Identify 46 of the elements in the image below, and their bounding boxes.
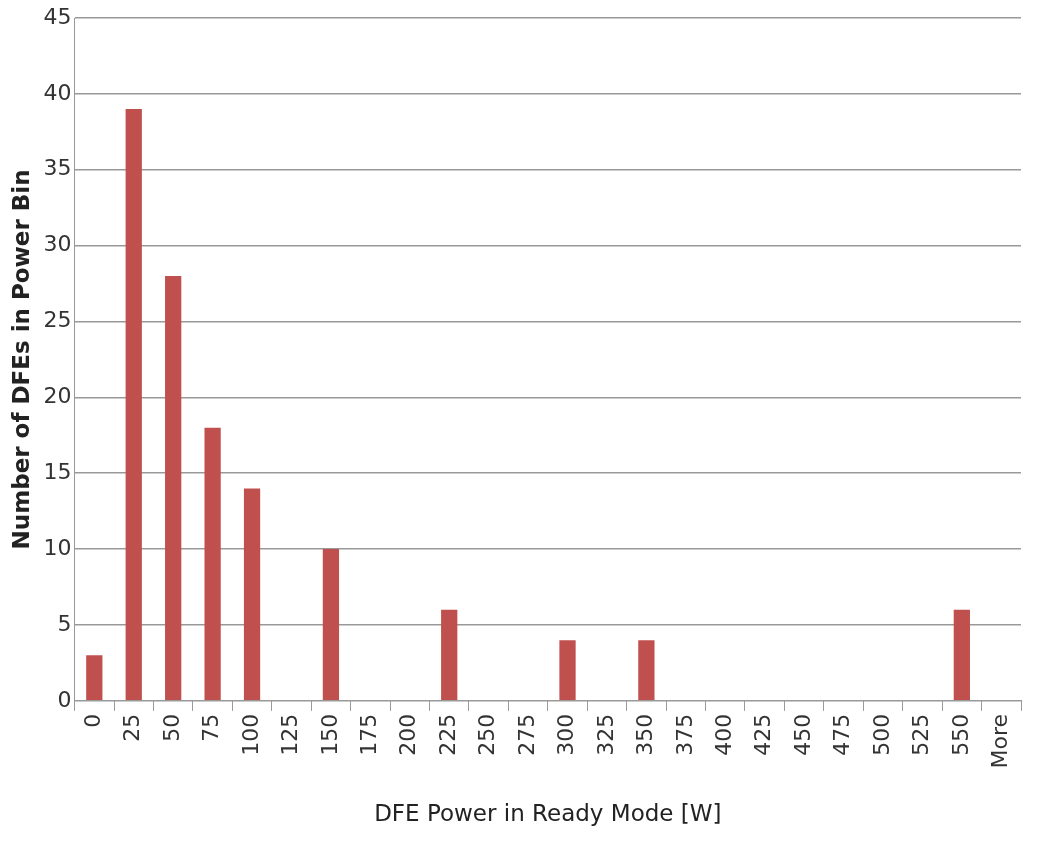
x-tick-label: 275 (513, 713, 539, 756)
x-tick-label: 175 (356, 713, 382, 756)
x-tick-label: 475 (829, 713, 855, 756)
x-tick-label: 125 (277, 713, 303, 756)
y-tick-label: 0 (57, 686, 72, 712)
bar (204, 427, 221, 701)
x-tick-label: 525 (908, 713, 934, 756)
bar (953, 609, 970, 701)
x-tick-label: 425 (750, 713, 776, 756)
bar (559, 640, 576, 701)
x-tick-label: 250 (474, 713, 500, 756)
x-tick-label: 325 (592, 713, 618, 756)
bar (322, 549, 340, 701)
x-tick-label: 500 (868, 713, 894, 756)
y-tick-label: 40 (43, 79, 72, 105)
y-tick-label: 45 (43, 3, 72, 29)
x-tick-label: 150 (316, 713, 342, 756)
y-tick-label: 30 (43, 231, 72, 257)
x-tick-label: 225 (434, 713, 460, 756)
x-tick-label: 25 (119, 713, 145, 742)
y-axis-title: Number of DFEs in Power Bin (7, 169, 34, 550)
x-tick-label: More (987, 713, 1012, 769)
y-tick-label: 20 (43, 383, 72, 409)
x-tick-label: 0 (80, 713, 106, 728)
x-tick-label: 350 (632, 713, 658, 756)
x-tick-label: 400 (710, 713, 736, 756)
bar (441, 609, 458, 701)
bar (243, 488, 261, 701)
x-tick-label: 450 (789, 713, 815, 756)
bar (86, 655, 103, 701)
x-tick-label: 100 (237, 713, 263, 756)
x-tick-label: 75 (198, 713, 224, 742)
y-tick-label: 15 (43, 458, 72, 484)
y-tick-label: 5 (57, 610, 72, 636)
x-axis-title: DFE Power in Ready Mode [W] (374, 800, 722, 827)
x-tick-label: 50 (158, 713, 184, 742)
x-tick-label: 550 (947, 713, 973, 756)
bar (165, 275, 182, 701)
y-tick-label: 35 (43, 155, 72, 181)
y-tick-label: 25 (43, 307, 72, 333)
x-tick-label: 375 (671, 713, 697, 756)
bar (125, 109, 142, 701)
y-tick-label: 10 (43, 534, 72, 560)
x-tick-label: 200 (395, 713, 421, 756)
bar (638, 640, 655, 701)
x-tick-label: 300 (553, 713, 579, 756)
